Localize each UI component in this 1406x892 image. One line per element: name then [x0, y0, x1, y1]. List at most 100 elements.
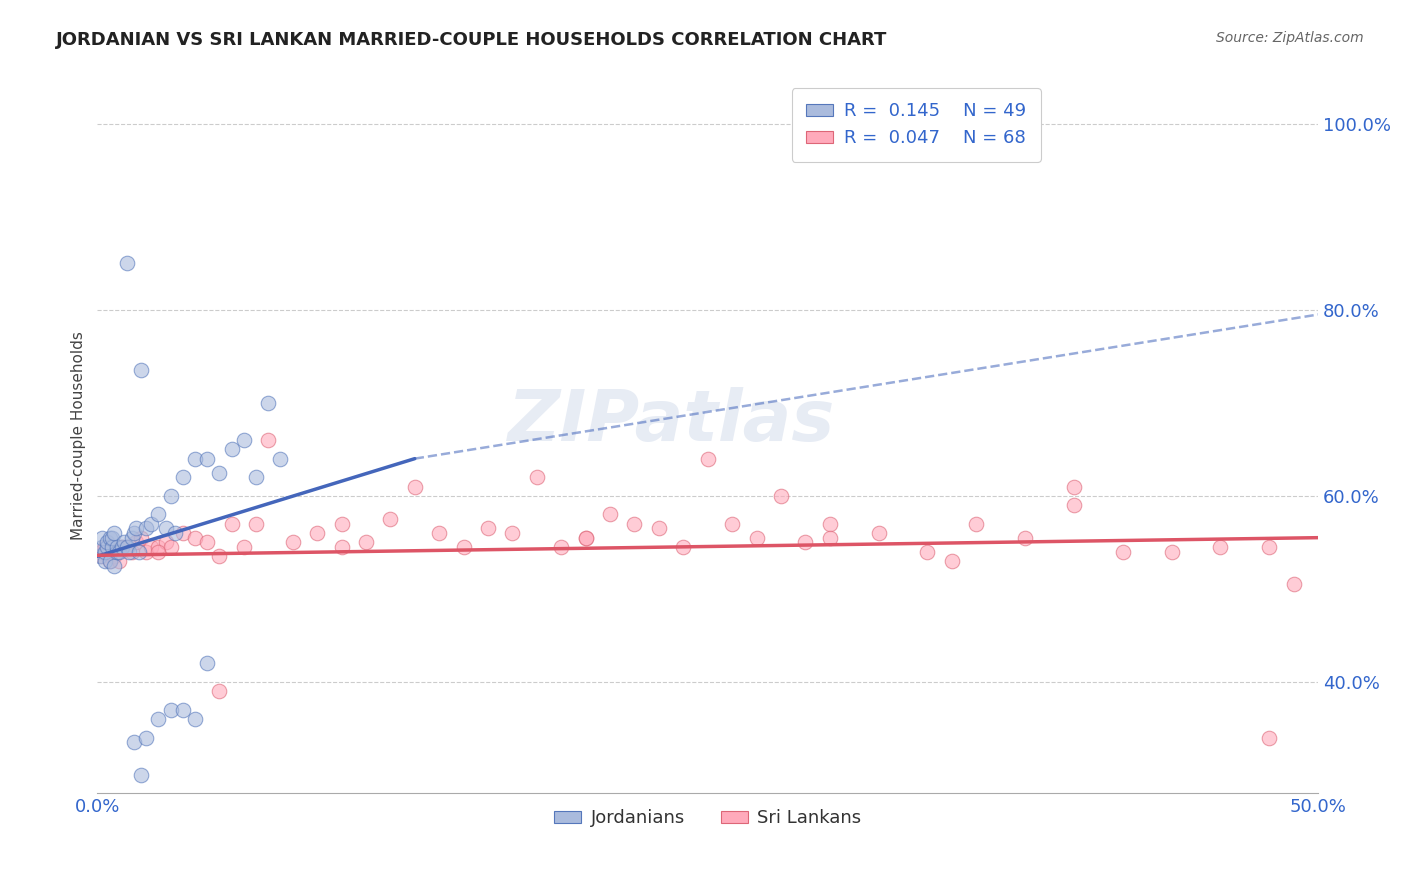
- Point: [269, 451, 291, 466]
- Point: [93, 544, 115, 558]
- Point: [121, 531, 143, 545]
- Point: [172, 470, 194, 484]
- Point: [105, 544, 128, 558]
- Point: [91, 549, 114, 564]
- Point: [1063, 479, 1085, 493]
- Point: [105, 540, 128, 554]
- Point: [101, 540, 124, 554]
- Point: [599, 508, 621, 522]
- Point: [135, 731, 157, 745]
- Text: ZIPatlas: ZIPatlas: [508, 386, 835, 456]
- Point: [208, 466, 231, 480]
- Point: [1160, 544, 1182, 558]
- Point: [1282, 577, 1305, 591]
- Point: [135, 544, 157, 558]
- Point: [184, 451, 207, 466]
- Point: [245, 470, 267, 484]
- Point: [917, 544, 939, 558]
- Point: [575, 531, 598, 545]
- Point: [1209, 540, 1232, 554]
- Point: [526, 470, 548, 484]
- Point: [159, 540, 181, 554]
- Point: [232, 540, 254, 554]
- Point: [354, 535, 377, 549]
- Point: [108, 554, 131, 568]
- Point: [195, 451, 218, 466]
- Point: [148, 544, 170, 558]
- Point: [1258, 540, 1281, 554]
- Point: [96, 535, 118, 549]
- Point: [172, 703, 194, 717]
- Point: [195, 535, 218, 549]
- Point: [477, 521, 499, 535]
- Point: [91, 540, 114, 554]
- Point: [118, 544, 141, 558]
- Point: [111, 540, 134, 554]
- Point: [98, 531, 121, 545]
- Point: [125, 535, 148, 549]
- Point: [1112, 544, 1135, 558]
- Point: [139, 516, 162, 531]
- Point: [257, 396, 280, 410]
- Point: [128, 544, 150, 558]
- Point: [125, 521, 148, 535]
- Point: [122, 526, 145, 541]
- Point: [208, 549, 231, 564]
- Point: [98, 554, 121, 568]
- Point: [307, 526, 329, 541]
- Point: [245, 516, 267, 531]
- Point: [112, 535, 135, 549]
- Point: [91, 531, 114, 545]
- Point: [1014, 531, 1036, 545]
- Point: [155, 521, 177, 535]
- Point: [745, 531, 768, 545]
- Point: [208, 684, 231, 698]
- Point: [648, 521, 671, 535]
- Point: [101, 531, 124, 545]
- Point: [330, 516, 353, 531]
- Point: [148, 540, 170, 554]
- Point: [696, 451, 718, 466]
- Point: [115, 540, 138, 554]
- Point: [172, 526, 194, 541]
- Point: [103, 526, 125, 541]
- Point: [1258, 731, 1281, 745]
- Point: [89, 544, 111, 558]
- Point: [159, 489, 181, 503]
- Point: [550, 540, 572, 554]
- Point: [108, 544, 131, 558]
- Point: [129, 363, 152, 377]
- Point: [501, 526, 523, 541]
- Point: [427, 526, 450, 541]
- Point: [96, 540, 118, 554]
- Point: [818, 516, 841, 531]
- Point: [111, 540, 134, 554]
- Legend: Jordanians, Sri Lankans: Jordanians, Sri Lankans: [547, 802, 869, 834]
- Point: [148, 508, 170, 522]
- Point: [868, 526, 890, 541]
- Point: [221, 442, 243, 457]
- Point: [165, 526, 187, 541]
- Point: [721, 516, 744, 531]
- Point: [122, 735, 145, 749]
- Point: [380, 512, 402, 526]
- Point: [155, 535, 177, 549]
- Point: [623, 516, 645, 531]
- Point: [404, 479, 426, 493]
- Point: [184, 531, 207, 545]
- Point: [575, 531, 598, 545]
- Point: [98, 554, 121, 568]
- Point: [135, 521, 157, 535]
- Point: [257, 433, 280, 447]
- Point: [129, 768, 152, 782]
- Point: [330, 540, 353, 554]
- Point: [103, 558, 125, 573]
- Text: JORDANIAN VS SRI LANKAN MARRIED-COUPLE HOUSEHOLDS CORRELATION CHART: JORDANIAN VS SRI LANKAN MARRIED-COUPLE H…: [56, 31, 887, 49]
- Point: [129, 531, 152, 545]
- Point: [1063, 498, 1085, 512]
- Point: [281, 535, 304, 549]
- Point: [93, 540, 115, 554]
- Point: [941, 554, 963, 568]
- Point: [148, 712, 170, 726]
- Point: [965, 516, 987, 531]
